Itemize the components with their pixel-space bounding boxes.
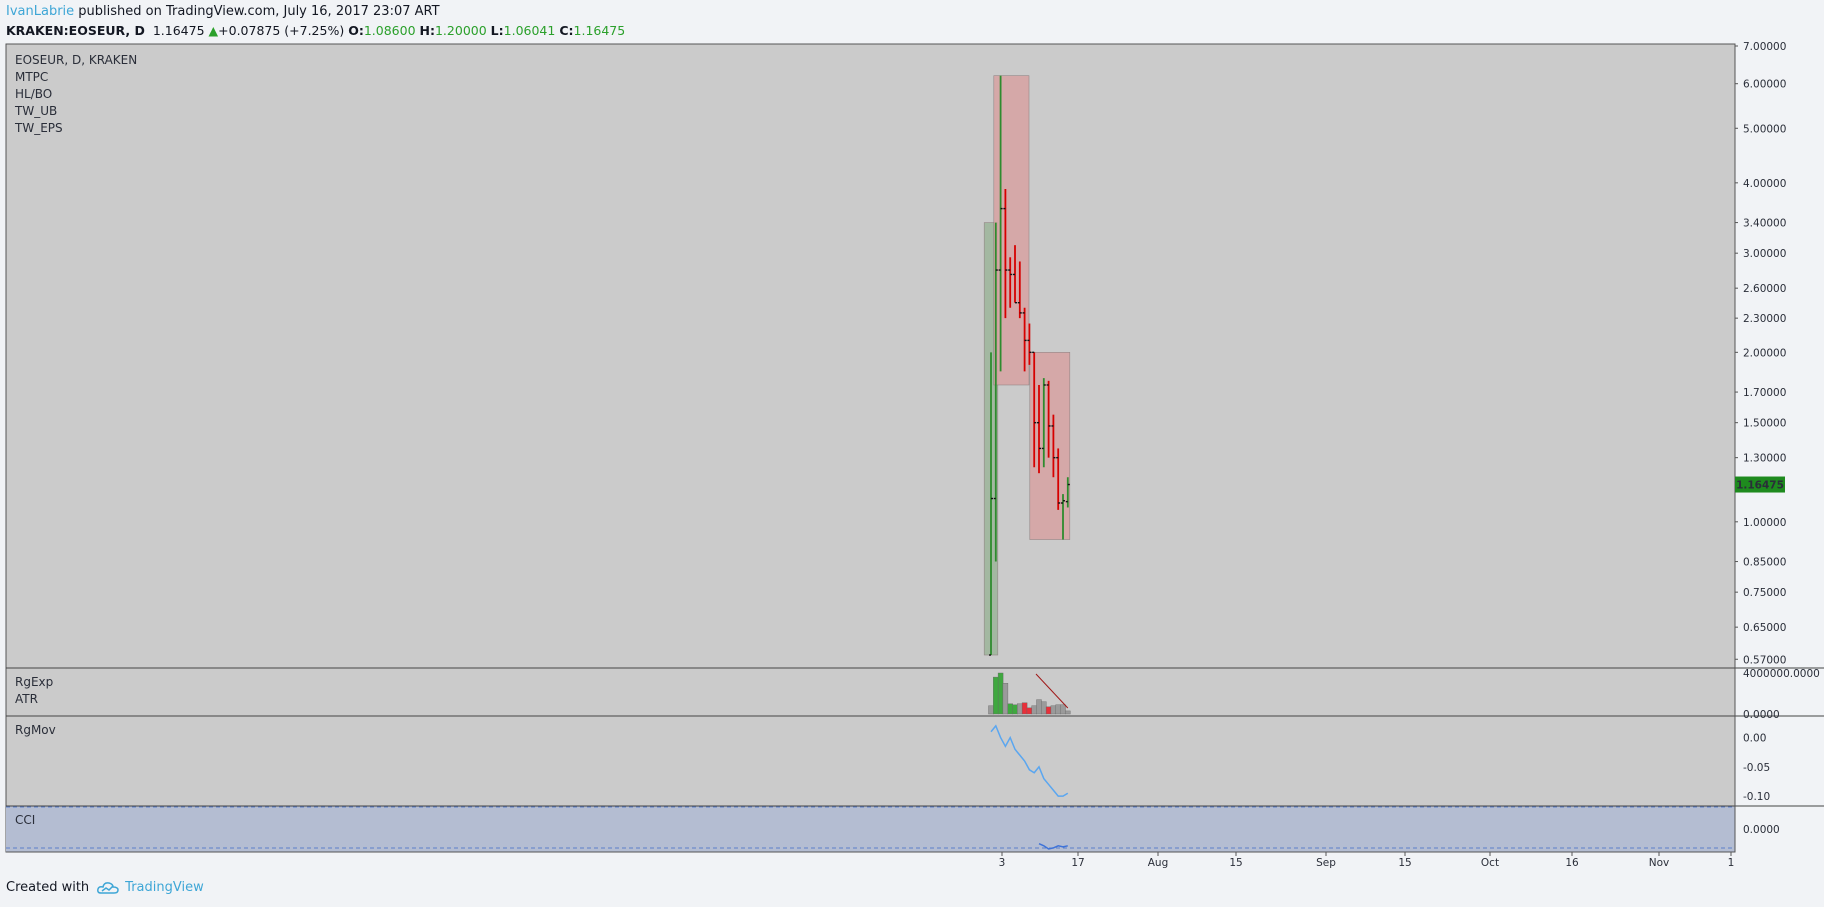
high-label: H: bbox=[419, 23, 435, 38]
rgexp-bar-2 bbox=[997, 672, 1004, 715]
price-tick-label-2: 5.00000 bbox=[1743, 123, 1786, 135]
rgexp-bar-10 bbox=[1036, 699, 1042, 715]
rgexp-title: RgExp bbox=[15, 675, 53, 689]
price-tick-label-9: 1.70000 bbox=[1743, 387, 1786, 399]
price-tick-label-4: 3.40000 bbox=[1743, 218, 1786, 230]
legend-item-0: EOSEUR, D, KRAKEN bbox=[15, 53, 137, 67]
low-value: 1.06041 bbox=[503, 23, 556, 38]
rgexp-bar-5 bbox=[1012, 704, 1018, 715]
last-price: 1.16475 bbox=[152, 23, 205, 38]
rgexp-bar-0 bbox=[988, 705, 994, 715]
high-value: 1.20000 bbox=[434, 23, 487, 38]
price-tick-label-6: 2.60000 bbox=[1743, 283, 1786, 295]
close-value: 1.16475 bbox=[573, 23, 626, 38]
price-tick-label-14: 0.75000 bbox=[1743, 587, 1786, 599]
rgexp-bar-7 bbox=[1021, 702, 1028, 715]
rgexp-tick-label-1: 0.0000 bbox=[1743, 709, 1780, 721]
time-tick-label-9: 1 bbox=[1728, 857, 1735, 869]
price-tick-label-15: 0.65000 bbox=[1743, 622, 1786, 634]
tradingview-logo[interactable]: TradingView bbox=[97, 880, 204, 895]
rgexp-bar-6 bbox=[1017, 703, 1023, 715]
cci-pane bbox=[6, 806, 1735, 852]
price-tick-label-11: 1.30000 bbox=[1743, 453, 1786, 465]
chart-area bbox=[5, 43, 1736, 853]
time-tick-label-6: Oct bbox=[1481, 857, 1499, 869]
zone-box-1 bbox=[993, 75, 1030, 386]
author-link[interactable]: IvanLabrie bbox=[6, 4, 75, 19]
symbol-label: KRAKEN:EOSEUR, D bbox=[6, 23, 145, 38]
time-tick-label-0: 3 bbox=[999, 857, 1006, 869]
publish-info: published on TradingView.com, July 16, 2… bbox=[78, 4, 440, 19]
rgexp-trendline bbox=[1035, 673, 1069, 709]
last-price-badge-label: 1.16475 bbox=[1736, 480, 1784, 492]
rgexp-bar-8 bbox=[1026, 707, 1033, 715]
rgmov-tick-label-0: 0.00 bbox=[1743, 733, 1766, 745]
close-label: C: bbox=[559, 23, 574, 38]
price-tick-label-8: 2.00000 bbox=[1743, 347, 1786, 359]
tradingview-brand[interactable]: TradingView bbox=[125, 880, 204, 895]
up-arrow-icon: ▲ bbox=[208, 23, 219, 38]
time-tick-label-5: 15 bbox=[1398, 857, 1411, 869]
price-tick-label-16: 0.57000 bbox=[1743, 654, 1786, 666]
rgexp-bar-16 bbox=[1065, 710, 1071, 715]
legend-item-2: HL/BO bbox=[15, 87, 52, 101]
rgexp-bar-12 bbox=[1045, 706, 1052, 715]
chart-canvas[interactable]: 7.00000 6.00000 5.00000 4.00000 3.40000 3.000… bbox=[0, 0, 1824, 875]
open-label: O: bbox=[348, 23, 364, 38]
rgexp-bar-14 bbox=[1055, 704, 1061, 715]
open-value: 1.08600 bbox=[363, 23, 416, 38]
rgexp-bar-9 bbox=[1031, 705, 1037, 715]
price-tick-label-12: 1.00000 bbox=[1743, 517, 1786, 529]
rgmov-line bbox=[990, 724, 1069, 797]
legend-item-1: MTPC bbox=[15, 70, 48, 84]
price-tick-label-1: 6.00000 bbox=[1743, 79, 1786, 91]
time-tick-label-3: 15 bbox=[1229, 857, 1242, 869]
rgexp-bar-1 bbox=[993, 676, 999, 715]
price-tick-label-10: 1.50000 bbox=[1743, 418, 1786, 430]
time-tick-label-4: Sep bbox=[1316, 857, 1336, 869]
legend-item-4: TW_EPS bbox=[14, 121, 63, 135]
time-tick-label-7: 16 bbox=[1565, 857, 1579, 869]
rgmov-tick-label-1: -0.05 bbox=[1743, 762, 1770, 774]
rgmov-tick-label-2: -0.10 bbox=[1743, 791, 1770, 803]
time-tick-label-8: Nov bbox=[1649, 857, 1670, 869]
rgmov-title: RgMov bbox=[15, 723, 56, 737]
atr-title: ATR bbox=[15, 692, 38, 706]
ticker-line: KRAKEN:EOSEUR, D 1.16475 ▲+0.07875 (+7.2… bbox=[6, 21, 625, 40]
publish-line: IvanLabrie published on TradingView.com,… bbox=[6, 2, 625, 21]
time-tick-label-1: 17 bbox=[1071, 857, 1084, 869]
legend-item-3: TW_UB bbox=[14, 104, 57, 118]
rgexp-bar-4 bbox=[1007, 703, 1013, 715]
tradingview-cloud-icon bbox=[97, 881, 119, 894]
price-tick-label-5: 3.00000 bbox=[1743, 248, 1786, 260]
price-tick-label-3: 4.00000 bbox=[1743, 178, 1786, 190]
low-label: L: bbox=[490, 23, 504, 38]
price-change: +0.07875 (+7.25%) bbox=[218, 23, 345, 38]
footer: Created with TradingView bbox=[6, 880, 204, 895]
chart-header: IvanLabrie published on TradingView.com,… bbox=[6, 2, 625, 40]
rgexp-tick-label-0: 4000000.0000 bbox=[1743, 668, 1820, 680]
price-tick-label-13: 0.85000 bbox=[1743, 557, 1786, 569]
created-with-label: Created with bbox=[6, 880, 90, 895]
rgexp-bar-15 bbox=[1060, 704, 1066, 715]
cci-line bbox=[1038, 843, 1068, 850]
time-tick-label-2: Aug bbox=[1148, 857, 1169, 869]
rgexp-bar-11 bbox=[1041, 701, 1047, 715]
price-tick-label-7: 2.30000 bbox=[1743, 313, 1786, 325]
rgexp-bar-3 bbox=[1002, 683, 1009, 715]
cci-title: CCI bbox=[15, 813, 35, 827]
price-tick-label-0: 7.00000 bbox=[1743, 41, 1786, 53]
rgexp-bar-13 bbox=[1050, 705, 1057, 715]
last-price-badge bbox=[1735, 476, 1785, 493]
cci-tick-label-0: 0.0000 bbox=[1743, 824, 1780, 836]
